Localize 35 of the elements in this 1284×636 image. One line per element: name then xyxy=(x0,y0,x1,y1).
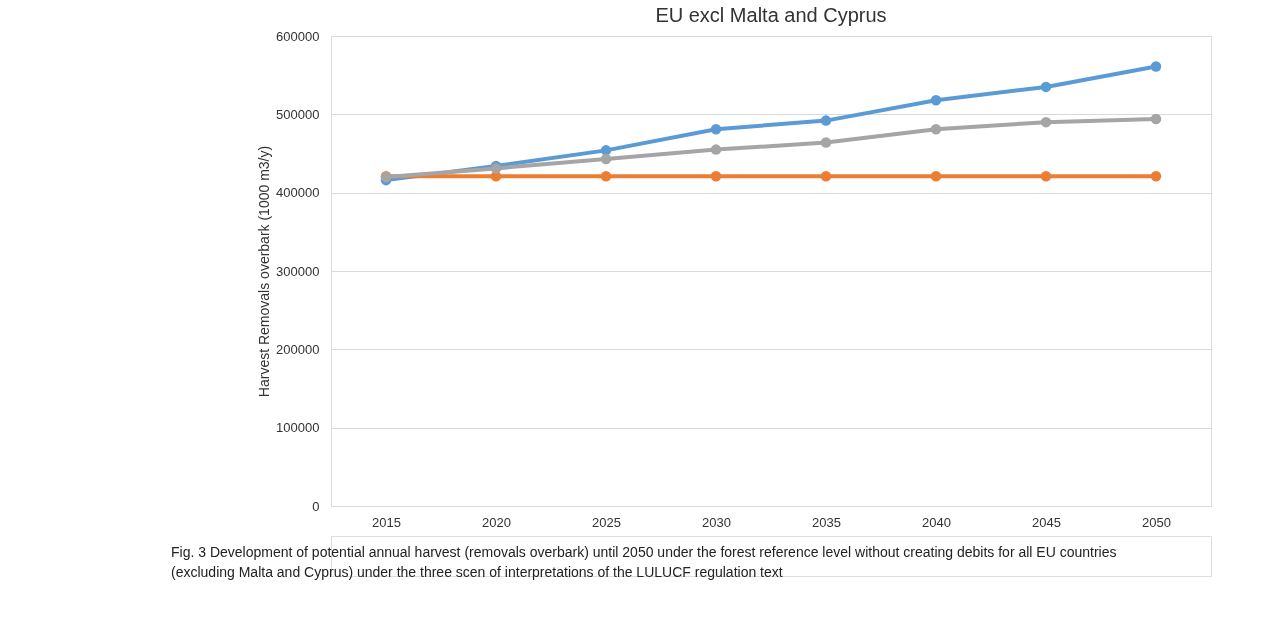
point xyxy=(1040,81,1052,93)
y-tick-label: 500000 xyxy=(276,106,320,122)
point xyxy=(930,170,942,182)
point xyxy=(600,170,612,182)
point xyxy=(1040,170,1052,182)
x-tick-label: 2050 xyxy=(1142,514,1171,530)
x-tick-label: 2045 xyxy=(1032,514,1061,530)
point xyxy=(930,95,942,106)
y-tick-label: 100000 xyxy=(276,420,320,436)
y-tick-label: 400000 xyxy=(276,185,320,201)
x-tick-label: 2030 xyxy=(702,514,731,530)
point xyxy=(600,153,612,165)
x-tick-label: 2040 xyxy=(922,514,951,530)
chart-title: EU excl Malta and Cyprus xyxy=(655,4,887,26)
point xyxy=(1150,170,1162,182)
y-tick-label: 300000 xyxy=(276,263,320,279)
point xyxy=(820,115,832,126)
point xyxy=(820,137,832,148)
point xyxy=(710,170,722,182)
point xyxy=(1040,116,1052,128)
y-tick-label: 200000 xyxy=(276,341,320,357)
point xyxy=(820,170,832,182)
point xyxy=(710,123,722,135)
y-tick-label: 0 xyxy=(312,498,320,514)
x-tick-label: 2020 xyxy=(482,514,511,530)
y-axis-title: Harvest Removals overbark (1000 m3/y) xyxy=(256,145,273,398)
point xyxy=(930,123,942,135)
y-tick-label: 600000 xyxy=(276,28,320,44)
point xyxy=(710,144,722,155)
x-tick-label: 2025 xyxy=(592,514,621,530)
point xyxy=(1150,61,1162,72)
point xyxy=(1150,113,1162,125)
caption: Fig. 3 Development of potential annual harvest (removals overbark) until 2050 under the forest reference level without creating debits for all EU countries (excluding Malta and Cyprus) under the three scen of interpretations of the LULUCF regulation text xyxy=(171,544,1117,580)
x-tick-label: 2015 xyxy=(372,514,401,530)
x-tick-label: 2035 xyxy=(812,514,841,530)
